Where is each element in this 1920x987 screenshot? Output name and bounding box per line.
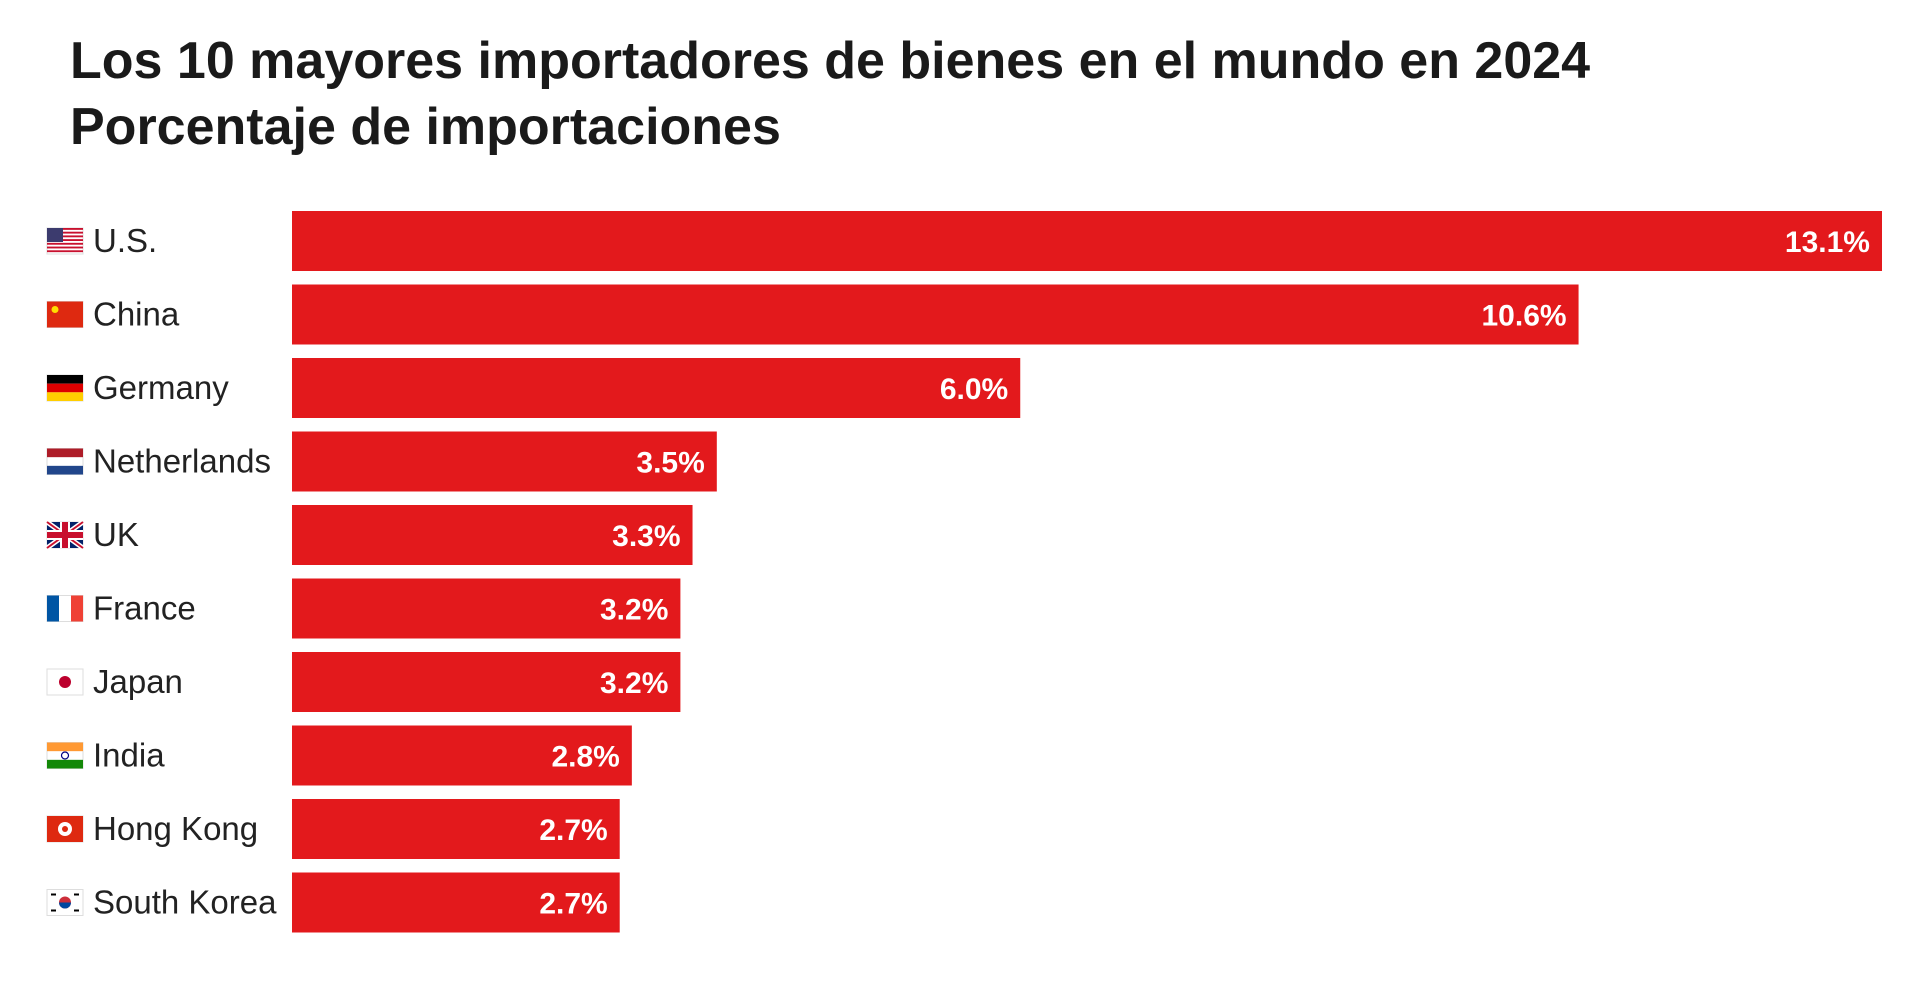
france-flag-icon (46, 595, 84, 622)
china-flag-icon (46, 301, 84, 328)
bar-hong-kong (292, 799, 620, 859)
category-label-china: China (93, 296, 180, 333)
japan-flag-icon (46, 668, 84, 696)
bar-u-s (292, 211, 1882, 271)
hong-kong-flag-icon (46, 815, 84, 843)
category-label-japan: Japan (93, 663, 183, 700)
bar-japan (292, 652, 681, 712)
category-label-india: India (93, 737, 165, 774)
category-label-uk: UK (93, 516, 139, 553)
value-label-japan: 3.2% (600, 667, 668, 700)
value-label-uk: 3.3% (612, 520, 680, 553)
bar-china (292, 284, 1579, 345)
chart-subtitle: Porcentaje de importaciones (70, 98, 781, 156)
bar-netherlands (292, 431, 717, 492)
bar-india (292, 725, 632, 786)
bar-germany (292, 358, 1021, 418)
category-label-hong-kong: Hong Kong (93, 810, 258, 847)
value-label-china: 10.6% (1481, 300, 1566, 333)
value-label-netherlands: 3.5% (636, 447, 704, 480)
south-korea-flag-icon (46, 889, 84, 916)
chart-title-block: Los 10 mayores importadores de bienes en… (70, 28, 1590, 160)
category-label-germany: Germany (93, 369, 229, 406)
category-label-u-s: U.S. (93, 222, 157, 259)
value-label-south-korea: 2.7% (539, 888, 607, 921)
value-label-france: 3.2% (600, 594, 668, 627)
bar-south-korea (292, 872, 620, 933)
category-label-south-korea: South Korea (93, 884, 277, 921)
germany-flag-icon (46, 374, 84, 402)
value-label-hong-kong: 2.7% (539, 814, 607, 847)
uk-flag-icon (45, 519, 85, 551)
category-label-france: France (93, 590, 196, 627)
bar-france (292, 578, 681, 639)
value-label-germany: 6.0% (940, 373, 1008, 406)
category-label-netherlands: Netherlands (93, 443, 271, 480)
netherlands-flag-icon (46, 448, 84, 475)
chart-title: Los 10 mayores importadores de bienes en… (70, 32, 1591, 90)
value-label-u-s: 13.1% (1785, 226, 1870, 259)
value-label-india: 2.8% (551, 741, 619, 774)
us-flag-icon (46, 227, 84, 255)
india-flag-icon (46, 742, 84, 769)
bar-uk (292, 505, 693, 565)
